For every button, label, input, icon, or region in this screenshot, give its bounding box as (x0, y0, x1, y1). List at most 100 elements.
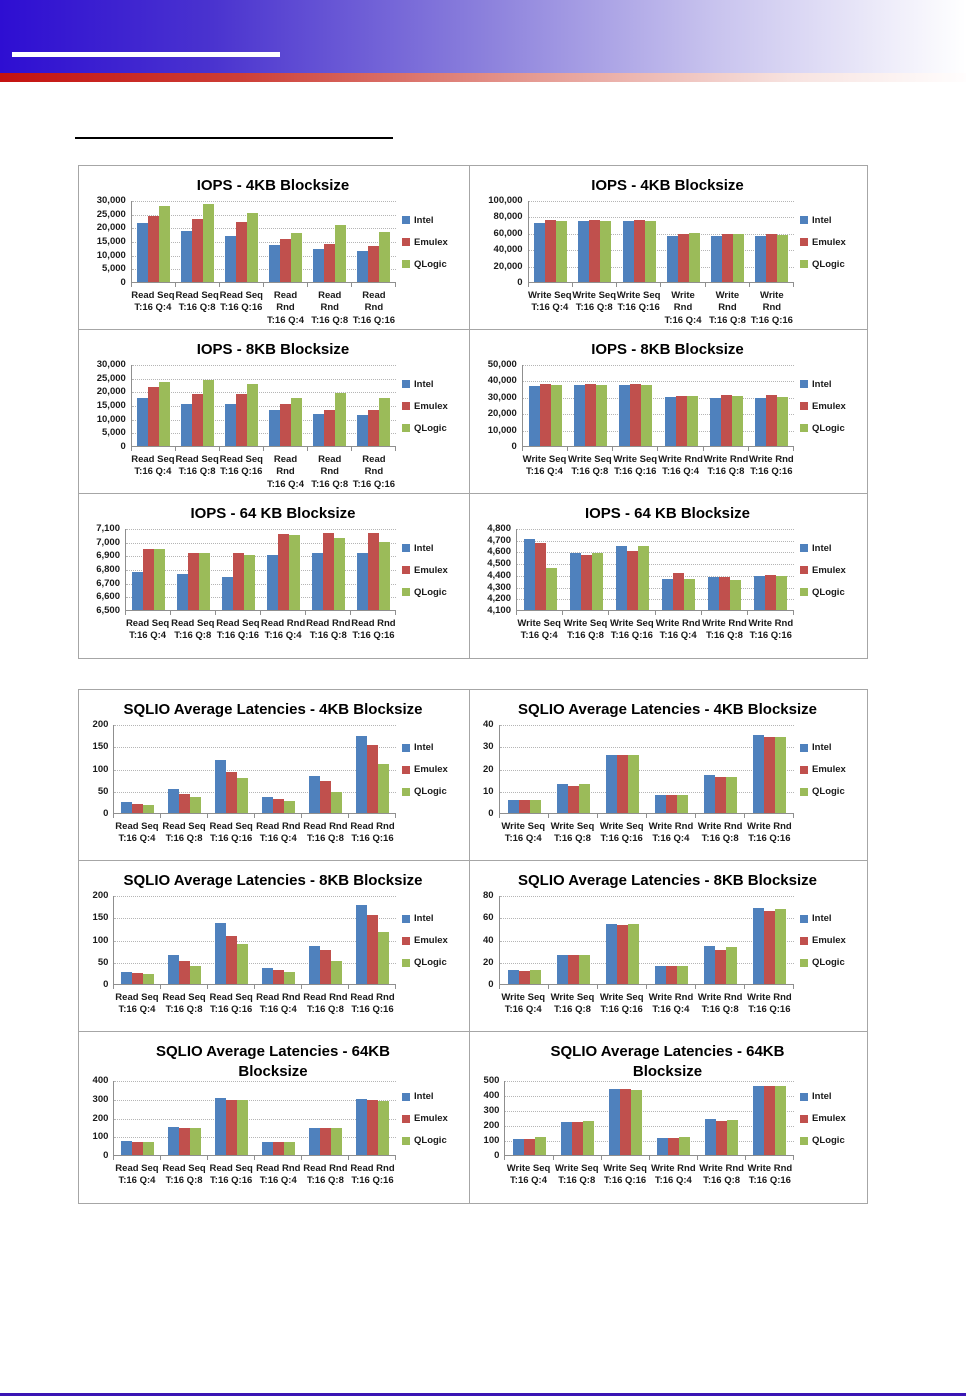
bar-qlogic (686, 396, 698, 446)
x-axis-label: Write Rnd T:16 Q:4 (646, 992, 695, 1017)
y-axis-tick-label: 0 (488, 979, 494, 990)
x-axis-tick (349, 814, 397, 818)
bar-emulex (765, 395, 777, 446)
x-axis-labels: Read Seq T:16 Q:4 Read Seq T:16 Q:8 Read Seq… (113, 992, 396, 1017)
bar-intel (215, 1098, 227, 1155)
bar-emulex (132, 972, 144, 984)
y-axis-tick-label: 6,500 (96, 605, 120, 616)
bar-qlogic (583, 1121, 595, 1155)
y-axis-tick-label: 100 (92, 763, 109, 775)
bar-qlogic (644, 220, 656, 282)
bar-emulex (539, 383, 551, 446)
bar-qlogic (237, 777, 249, 813)
bar-emulex (367, 1100, 379, 1155)
x-axis-label: Write Seq T:16 Q:16 (597, 992, 646, 1017)
x-axis-label-line2: T:16 Q:16 (603, 1175, 647, 1187)
chart-title: IOPS - 64 KB Blocksize (477, 499, 858, 529)
chart-title-line: IOPS - 64 KB Blocksize (190, 505, 356, 522)
chart-title-line: IOPS - 4KB Blocksize (591, 177, 744, 194)
bar-group (568, 365, 613, 446)
x-axis-label: Read Seq T:16 Q:16 (219, 454, 263, 491)
x-axis-label-line1: Write Rnd (703, 454, 749, 465)
plot-column: Write Seq T:16 Q:4 Write Seq T:16 Q:8 Write … (521, 365, 795, 479)
y-axis-tick-label: 7,100 (96, 523, 120, 534)
plot-area (113, 1081, 396, 1156)
y-axis-tick-label: 0 (494, 1150, 500, 1161)
bar-intel (711, 236, 723, 282)
bar-intel (523, 538, 535, 610)
qlogic-series-swatch (402, 424, 410, 432)
gridline (499, 725, 794, 726)
legend-item: QLogic (402, 957, 460, 968)
chart-title: SQLIO Average Latencies - 64KB Blocksize (477, 1037, 858, 1081)
x-axis-tick (264, 447, 308, 451)
x-axis-label: Read Seq T:16 Q:16 (208, 1163, 255, 1188)
iops-charts-grid: IOPS - 4KB Blocksize 0 5,000 10,000 15,000 20… (78, 165, 868, 659)
x-axis-labels: Read Seq T:16 Q:4 Read Seq T:16 Q:8 Read Seq… (113, 821, 396, 846)
gridline (126, 556, 396, 558)
x-axis-tick (549, 985, 598, 989)
bar-intel (534, 222, 546, 282)
chart-title: IOPS - 4KB Blocksize (86, 171, 460, 201)
legend-label: Intel (414, 1091, 434, 1102)
emulex-series-swatch (402, 566, 410, 574)
x-axis-label-line2: T:16 Q:4 (652, 833, 690, 845)
bar-emulex (673, 572, 685, 610)
legend-label: Emulex (812, 400, 846, 412)
chart-body: 0 100 200 300 400 Read Seq T:16 Q:4 Read Seq T:1… (86, 1075, 460, 1188)
y-axis-tick-label: 100 (92, 1131, 109, 1143)
bar-group (176, 201, 220, 282)
section-heading-rule (75, 137, 393, 139)
legend-label: Emulex (812, 564, 846, 576)
bar-emulex (280, 403, 292, 446)
bar-intel (357, 250, 369, 282)
bar-qlogic (334, 538, 345, 610)
x-axis-label: Write Seq T:16 Q:16 (616, 290, 661, 327)
bar-group (609, 529, 655, 610)
x-axis-label-line1: Read Rnd (350, 992, 395, 1003)
x-axis-label-line2: T:16 Q:8 (553, 833, 591, 845)
chart-title: SQLIO Average Latencies - 4KB Blocksize (86, 695, 460, 725)
x-axis-labels: Read Seq T:16 Q:4 Read Seq T:16 Q:8 Read Seq… (125, 618, 396, 643)
gridline (131, 242, 396, 243)
x-axis-tick (264, 283, 308, 287)
bar-group (349, 725, 396, 813)
bar-qlogic (529, 969, 541, 984)
plot-column: Read Seq T:16 Q:4 Read Seq T:16 Q:8 Read Seq… (125, 529, 396, 643)
bar-group (208, 725, 255, 813)
y-axis-tick-label: 20,000 (96, 222, 126, 234)
gridline (114, 747, 396, 749)
legend-item: Intel (402, 742, 460, 753)
legend-label: Intel (414, 214, 434, 226)
x-axis-label: Write Seq T:16 Q:16 (609, 618, 655, 643)
bar-qlogic (641, 384, 653, 446)
x-axis-label-line2: T:16 Q:8 (165, 1175, 203, 1187)
x-axis-label-line1: Read Seq (209, 992, 253, 1003)
x-axis-label: Read Rnd T:16 Q:4 (263, 454, 307, 491)
gridline (499, 940, 794, 942)
x-axis-label-line1: Write Rnd (715, 290, 740, 314)
legend-item: Emulex (402, 1113, 460, 1124)
x-axis-tick (617, 283, 662, 287)
x-axis-tick (517, 611, 564, 615)
bar-intel (356, 1099, 368, 1155)
x-axis-tick (255, 814, 303, 818)
bar-group (126, 529, 171, 610)
chart-title-line: SQLIO Average Latencies - 8KB Blocksize (518, 872, 817, 889)
bar-qlogic (143, 805, 155, 813)
x-axis-tick (647, 985, 696, 989)
x-axis-label: Write Rnd T:16 Q:8 (705, 290, 749, 327)
bar-groups (114, 725, 396, 813)
bar-intel (664, 396, 676, 446)
legend-label: Intel (812, 742, 832, 753)
x-axis-label-line2: T:16 Q:16 (600, 833, 643, 845)
bar-intel (574, 384, 586, 446)
gridline (505, 1081, 794, 1082)
legend: Intel Emulex QLogic (396, 201, 460, 283)
bar-intel (312, 552, 323, 610)
x-axis-label-line2: T:16 Q:16 (614, 466, 657, 478)
bar-emulex (567, 955, 579, 984)
bar-qlogic (379, 541, 390, 610)
legend-label: Intel (812, 913, 832, 924)
bar-qlogic (237, 1099, 249, 1155)
